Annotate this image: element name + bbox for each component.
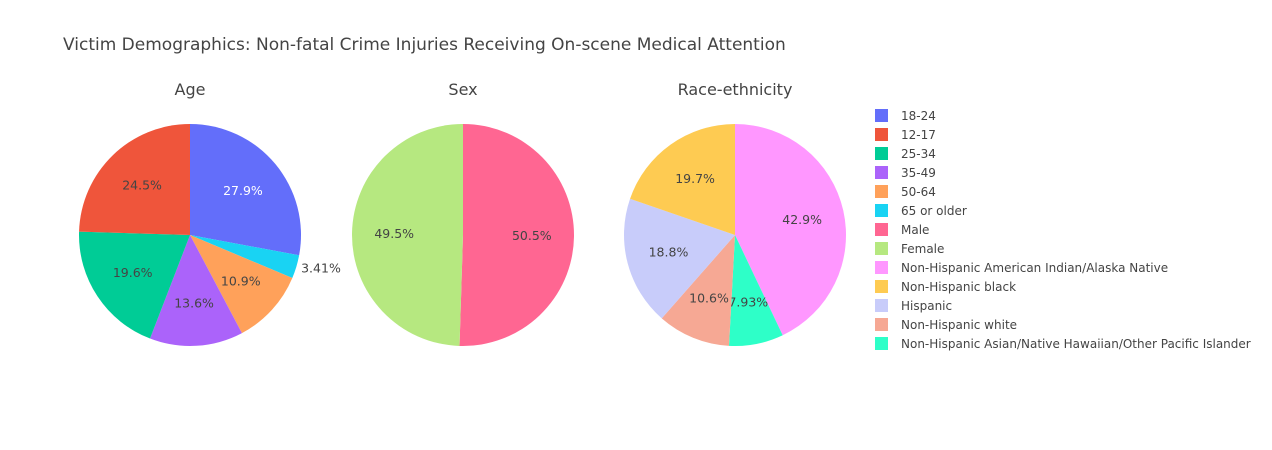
pie-label-50-64: 10.9% [221, 273, 261, 288]
pie-title-age: Age [175, 80, 206, 99]
legend-swatch [875, 109, 888, 122]
pie-label-non-hispanic-asian-native-hawaiian-other-pacific-islander: 7.93% [728, 295, 768, 310]
pie-slice-65-or-older[interactable] [190, 235, 300, 279]
legend-item-male[interactable]: Male [875, 223, 929, 237]
legend-item-non-hispanic-black[interactable]: Non-Hispanic black [875, 280, 1016, 294]
pie-slice-male[interactable] [459, 124, 575, 346]
pie-slice-25-34[interactable] [78, 231, 190, 339]
pie-label-male: 50.5% [512, 228, 552, 243]
pie-slice-50-64[interactable] [190, 235, 293, 334]
legend-swatch [875, 242, 888, 255]
pie-slice-female[interactable] [352, 124, 463, 346]
legend-label: 18-24 [901, 109, 936, 123]
pie-slice-35-49[interactable] [150, 235, 242, 346]
legend-swatch [875, 204, 888, 217]
pie-title-race-ethnicity: Race-ethnicity [678, 80, 793, 99]
legend-label: Non-Hispanic white [901, 318, 1017, 332]
legend-label: Hispanic [901, 299, 952, 313]
legend-swatch [875, 185, 888, 198]
pie-slice-non-hispanic-black[interactable] [630, 124, 735, 235]
legend-item-12-17[interactable]: 12-17 [875, 128, 936, 142]
legend-label: Female [901, 242, 944, 256]
legend-swatch [875, 318, 888, 331]
pie-slice-18-24[interactable] [190, 124, 301, 256]
pie-slice-hispanic[interactable] [624, 198, 735, 319]
legend-swatch [875, 299, 888, 312]
pie-label-non-hispanic-black: 19.7% [675, 171, 715, 186]
pie-label-25-34: 19.6% [113, 265, 153, 280]
pie-label-18-24: 27.9% [223, 183, 263, 198]
pies-group: 27.9% 3.41% 10.9% 13.6% 19.6% 24.5% 50.5% 49.5%… [78, 124, 846, 347]
legend-item-female[interactable]: Female [875, 242, 944, 256]
legend-item-18-24[interactable]: 18-24 [875, 109, 936, 123]
pie-label-female: 49.5% [374, 226, 414, 241]
pie-label-12-17: 24.5% [122, 178, 162, 193]
pie-slice-non-hispanic-white[interactable] [661, 235, 735, 346]
legend-swatch [875, 147, 888, 160]
chart-title: Victim Demographics: Non-fatal Crime Inj… [63, 35, 786, 55]
pie-label-hispanic: 18.8% [649, 245, 689, 260]
legend-swatch [875, 280, 888, 293]
legend-item-50-64[interactable]: 50-64 [875, 185, 936, 199]
legend-swatch [875, 223, 888, 236]
legend-item-25-34[interactable]: 25-34 [875, 147, 936, 161]
legend-label: 12-17 [901, 128, 936, 142]
legend-swatch [875, 337, 888, 350]
legend-item-non-hispanic-asian-native-hawaiian-other-pacific-islander[interactable]: Non-Hispanic Asian/Native Hawaiian/Other… [875, 337, 1251, 351]
legend-swatch [875, 166, 888, 179]
legend-label: 35-49 [901, 166, 936, 180]
legend-label: Non-Hispanic Asian/Native Hawaiian/Other… [901, 337, 1251, 351]
legend-label: 25-34 [901, 147, 936, 161]
legend-item-hispanic[interactable]: Hispanic [875, 299, 952, 313]
legend-swatch [875, 128, 888, 141]
legend-label: Male [901, 223, 929, 237]
pie-label-65-or-older: 3.41% [301, 260, 341, 275]
pie-slice-12-17[interactable] [79, 124, 190, 235]
legend-label: 50-64 [901, 185, 936, 199]
legend[interactable]: 18-24 12-17 25-34 35-49 50-64 65 or older Male… [875, 109, 1251, 351]
pie-title-sex: Sex [448, 80, 477, 99]
legend-label: 65 or older [901, 204, 967, 218]
legend-item-non-hispanic-american-indian-alaska-native[interactable]: Non-Hispanic American Indian/Alaska Nati… [875, 261, 1168, 275]
pie-label-35-49: 13.6% [174, 296, 214, 311]
legend-label: Non-Hispanic black [901, 280, 1016, 294]
legend-item-35-49[interactable]: 35-49 [875, 166, 936, 180]
pie-label-non-hispanic-american-indian-alaska-native: 42.9% [782, 212, 822, 227]
legend-item-65-or-older[interactable]: 65 or older [875, 204, 967, 218]
pie-label-non-hispanic-white: 10.6% [689, 291, 729, 306]
pie-slice-non-hispanic-asian-native-hawaiian-other-pacific-islander[interactable] [728, 235, 783, 347]
legend-label: Non-Hispanic American Indian/Alaska Nati… [901, 261, 1168, 275]
legend-swatch [875, 261, 888, 274]
legend-item-non-hispanic-white[interactable]: Non-Hispanic white [875, 318, 1017, 332]
pie-slice-non-hispanic-american-indian-alaska-native[interactable] [735, 124, 846, 336]
